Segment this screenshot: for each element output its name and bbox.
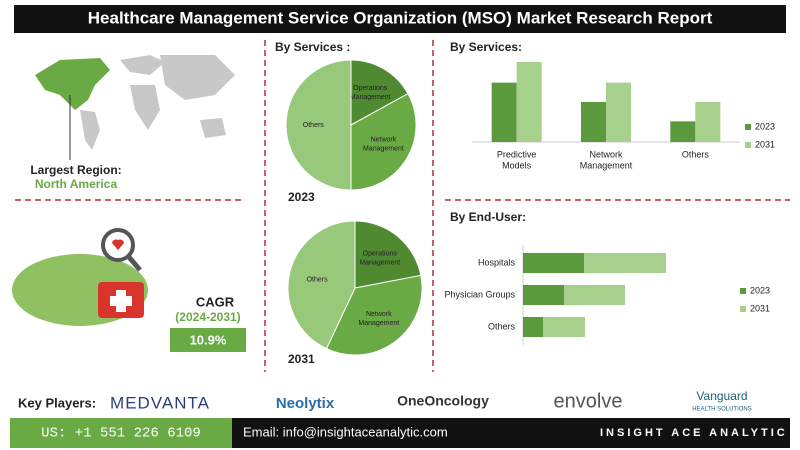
- bar: [670, 121, 696, 142]
- legend-swatch: [745, 142, 751, 148]
- pie-slice: [354, 220, 422, 289]
- region-label: Largest Region:: [30, 163, 121, 177]
- bar-segment: [523, 285, 564, 305]
- pie-slice: [285, 59, 352, 191]
- legend-label: 2031: [750, 303, 770, 313]
- bar: [491, 82, 517, 142]
- y-tick-label: Hospitals: [478, 257, 516, 267]
- dividers: [15, 40, 790, 372]
- legend-label: 2023: [750, 285, 770, 295]
- cagr-box: [170, 328, 246, 352]
- x-tick-label: Others: [682, 149, 710, 159]
- cagr-period: (2024-2031): [175, 310, 240, 324]
- bar-segment: [543, 317, 585, 337]
- legend-swatch: [745, 124, 751, 130]
- pie-slice: [350, 93, 417, 191]
- pie-slice: [325, 274, 423, 356]
- key-players-label: Key Players:: [18, 395, 96, 410]
- cagr-label: CAGR: [196, 294, 235, 309]
- cagr-value: 10.9%: [190, 332, 227, 347]
- bar: [581, 102, 606, 142]
- slice-label: Operations Management: [350, 85, 391, 101]
- player-logo-sub: HEALTH SOLUTIONS: [692, 407, 752, 413]
- slice-label: Operations Management: [359, 250, 400, 266]
- bar-segment: [564, 285, 625, 305]
- bar: [516, 62, 542, 142]
- pie-caption: 2031: [288, 352, 315, 366]
- bar: [695, 102, 721, 142]
- region-value: North America: [35, 177, 118, 191]
- player-logo: MEDVANTA: [110, 393, 210, 412]
- player-logo: Vanguard: [696, 389, 747, 403]
- x-tick-label: Network Management: [580, 150, 633, 171]
- player-logo: Neolytix: [276, 395, 335, 412]
- legend-label: 2023: [755, 121, 775, 131]
- phone-box: [10, 418, 232, 448]
- slice-label: Network Management: [363, 137, 404, 153]
- legend-swatch: [740, 306, 746, 312]
- bar-segment: [523, 253, 584, 273]
- y-tick-label: Physician Groups: [444, 289, 515, 299]
- y-tick-label: Others: [488, 321, 516, 331]
- player-logo: OneOncology: [397, 393, 489, 409]
- world-map: [35, 55, 235, 160]
- player-logo: envolve: [554, 390, 623, 412]
- pie-slice: [350, 59, 409, 126]
- slice-label: Others: [307, 276, 329, 283]
- pie-caption: 2023: [288, 190, 315, 204]
- legend-swatch: [740, 288, 746, 294]
- pie-slice: [287, 220, 356, 350]
- footer-bar: [232, 418, 790, 448]
- chart-title: By Services :: [275, 40, 350, 54]
- title-bar: [14, 5, 786, 33]
- bar: [606, 82, 631, 142]
- email: Email: info@insightaceanalytic.com: [243, 424, 448, 439]
- slice-label: Others: [303, 122, 325, 129]
- chart-title: By Services:: [450, 40, 522, 54]
- brand: INSIGHT ACE ANALYTIC: [600, 427, 788, 439]
- slice-label: Network Management: [358, 311, 399, 327]
- phone: US: +1 551 226 6109: [41, 426, 201, 442]
- bar-segment: [523, 317, 543, 337]
- bar-segment: [584, 253, 666, 273]
- chart-title: By End-User:: [450, 210, 526, 224]
- x-tick-label: Predictive Models: [497, 150, 537, 171]
- illustration: [12, 228, 148, 326]
- legend-label: 2031: [755, 139, 775, 149]
- title: Healthcare Management Service Organizati…: [88, 8, 713, 27]
